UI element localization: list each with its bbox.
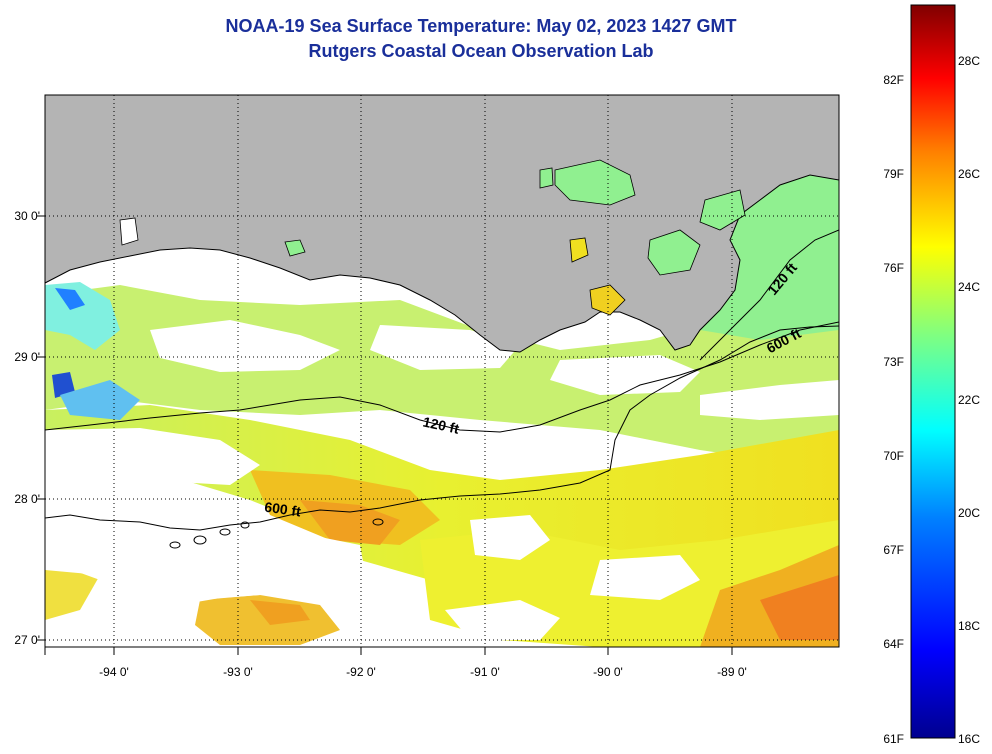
- colorbar-c-label: 20C: [958, 506, 981, 520]
- lon-label: -94 0': [99, 665, 129, 679]
- lon-label: -90 0': [593, 665, 623, 679]
- colorbar-c-label: 28C: [958, 54, 981, 68]
- colorbar-f-label: 70F: [883, 449, 904, 463]
- chart-title: NOAA-19 Sea Surface Temperature: May 02,…: [225, 16, 737, 36]
- contour-label-600ft: 600 ft: [263, 499, 302, 520]
- lon-label: -93 0': [223, 665, 253, 679]
- lat-label: 30 0': [14, 209, 40, 223]
- inland-water: [119, 159, 746, 316]
- chart-subtitle: Rutgers Coastal Ocean Observation Lab: [308, 41, 654, 61]
- contour-islands: [169, 518, 384, 549]
- colorbar-c-label: 24C: [958, 280, 981, 294]
- colorbar-c-label: 22C: [958, 393, 981, 407]
- lat-label: 28 0': [14, 492, 40, 506]
- colorbar-c-label: 18C: [958, 619, 981, 633]
- map-frame: [44, 94, 840, 648]
- colorbar: [910, 4, 956, 739]
- lon-label: -92 0': [346, 665, 376, 679]
- contour-120ft-east: [699, 229, 839, 361]
- colorbar-c-label: 26C: [958, 167, 981, 181]
- coastline: [45, 174, 839, 353]
- colorbar-f-label: 61F: [883, 732, 904, 746]
- lat-label: 29 0': [14, 350, 40, 364]
- colorbar-f-label: 67F: [883, 543, 904, 557]
- colorbar-f-label: 64F: [883, 637, 904, 651]
- colorbar-f-label: 76F: [883, 261, 904, 275]
- colorbar-f-label: 79F: [883, 167, 904, 181]
- graticule: [45, 95, 839, 647]
- lon-label: -89 0': [717, 665, 747, 679]
- contour-600ft: [45, 325, 839, 531]
- axis-ticks: [37, 215, 733, 655]
- land-mass: [45, 95, 839, 352]
- lon-label: -91 0': [470, 665, 500, 679]
- colorbar-c-label: 16C: [958, 732, 981, 746]
- colorbar-f-label: 73F: [883, 355, 904, 369]
- lat-label: 27 0': [14, 633, 40, 647]
- contour-label-120ft: 120 ft: [421, 413, 460, 436]
- colorbar-f-label: 82F: [883, 73, 904, 87]
- cloud-patches: [45, 320, 839, 647]
